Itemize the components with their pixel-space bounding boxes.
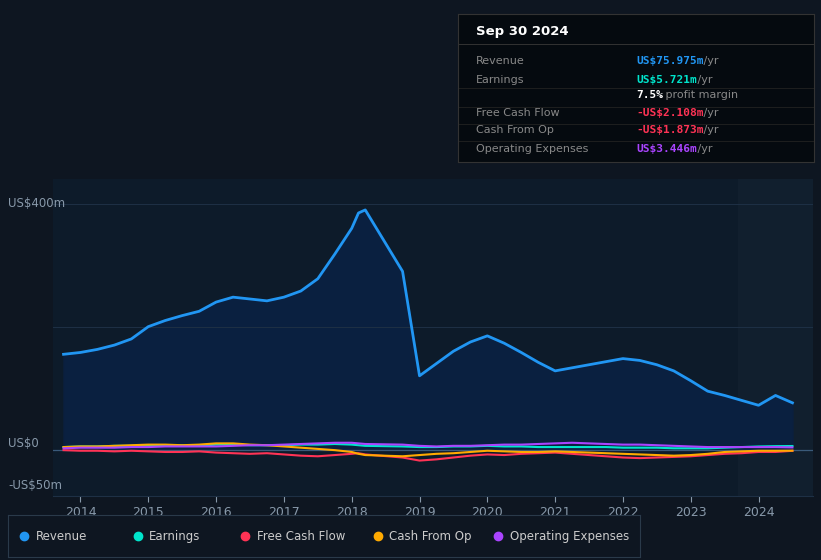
Text: /yr: /yr <box>700 57 719 67</box>
Text: US$400m: US$400m <box>8 197 66 210</box>
Text: /yr: /yr <box>700 109 719 118</box>
Text: /yr: /yr <box>694 144 713 154</box>
Text: -US$2.108m: -US$2.108m <box>636 109 704 118</box>
Text: US$0: US$0 <box>8 437 39 450</box>
Bar <box>738 179 821 496</box>
Text: Cash From Op: Cash From Op <box>476 125 554 136</box>
Text: US$3.446m: US$3.446m <box>636 144 697 154</box>
Text: /yr: /yr <box>700 125 719 136</box>
Text: Earnings: Earnings <box>476 75 525 85</box>
Text: Sep 30 2024: Sep 30 2024 <box>476 25 569 38</box>
Text: Free Cash Flow: Free Cash Flow <box>257 530 345 543</box>
Text: -US$50m: -US$50m <box>8 479 62 492</box>
Text: Earnings: Earnings <box>149 530 200 543</box>
Text: Cash From Op: Cash From Op <box>389 530 472 543</box>
Text: Revenue: Revenue <box>35 530 87 543</box>
Text: 7.5%: 7.5% <box>636 90 663 100</box>
Text: US$5.721m: US$5.721m <box>636 75 697 85</box>
Text: profit margin: profit margin <box>662 90 738 100</box>
Text: Revenue: Revenue <box>476 57 525 67</box>
Text: /yr: /yr <box>694 75 713 85</box>
Text: Free Cash Flow: Free Cash Flow <box>476 109 560 118</box>
Text: Operating Expenses: Operating Expenses <box>476 144 589 154</box>
Text: US$75.975m: US$75.975m <box>636 57 704 67</box>
Text: -US$1.873m: -US$1.873m <box>636 125 704 136</box>
Text: Operating Expenses: Operating Expenses <box>510 530 629 543</box>
